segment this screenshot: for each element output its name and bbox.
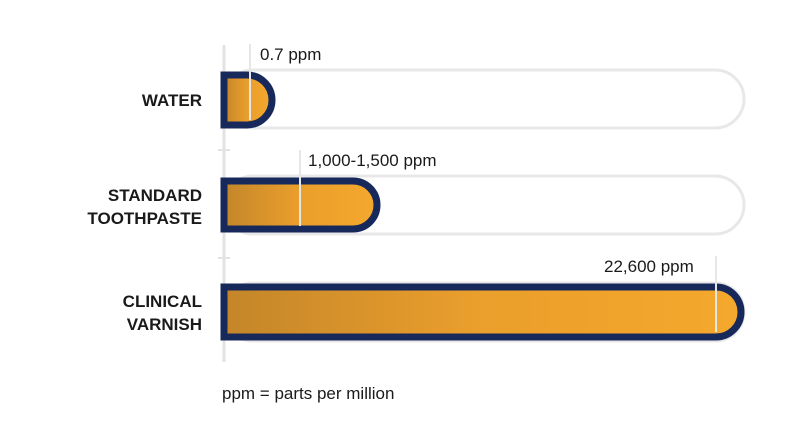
fill-bar <box>220 283 745 341</box>
amount-label: 1,000-1,500 ppm <box>308 151 437 170</box>
row-label: STANDARD <box>108 186 202 205</box>
row-label: CLINICAL <box>123 292 202 311</box>
fill-bar <box>220 71 276 129</box>
row-label: WATER <box>142 91 202 110</box>
amount-label: 22,600 ppm <box>604 257 694 276</box>
amount-label: 0.7 ppm <box>260 45 321 64</box>
row-label: TOOTHPASTE <box>87 209 202 228</box>
footnote: ppm = parts per million <box>222 384 394 403</box>
row-label: VARNISH <box>127 315 202 334</box>
track <box>222 68 746 130</box>
